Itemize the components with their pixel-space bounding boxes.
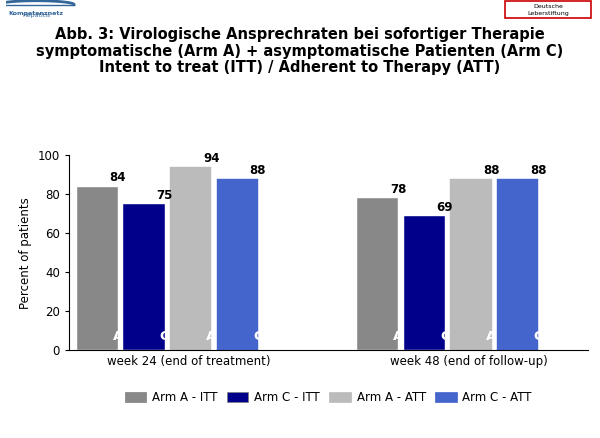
Text: 75: 75	[157, 189, 173, 202]
Text: 78: 78	[390, 183, 406, 196]
Text: A: A	[487, 330, 497, 343]
Text: 94: 94	[203, 152, 220, 165]
Text: Kompetenznetz: Kompetenznetz	[9, 11, 64, 16]
Bar	[357, 198, 398, 350]
Text: Intent to treat (ITT) / Adherent to Therapy (ATT): Intent to treat (ITT) / Adherent to Ther…	[100, 60, 500, 75]
Bar	[497, 179, 538, 350]
Text: A: A	[206, 330, 217, 343]
Bar	[77, 187, 118, 350]
Text: symptomatische (Arm A) + asymptomatische Patienten (Arm C): symptomatische (Arm A) + asymptomatische…	[37, 44, 563, 59]
Text: C: C	[533, 330, 543, 343]
Bar	[124, 204, 164, 350]
Text: 88: 88	[530, 163, 547, 177]
Text: C: C	[160, 330, 169, 343]
Bar	[505, 1, 591, 18]
Text: A: A	[113, 330, 123, 343]
Text: 69: 69	[437, 201, 453, 214]
Legend: Arm A - ITT, Arm C - ITT, Arm A - ATT, Arm C - ATT: Arm A - ITT, Arm C - ITT, Arm A - ATT, A…	[121, 386, 536, 409]
Text: C: C	[253, 330, 263, 343]
Bar	[170, 167, 211, 350]
Text: C: C	[440, 330, 449, 343]
Text: Deutsche: Deutsche	[533, 4, 563, 9]
Y-axis label: Percent of patients: Percent of patients	[19, 197, 32, 309]
Text: Deterding et al., The Hep-Net Acute HCV-III Study; EASL Copenhagen 2009: Deterding et al., The Hep-Net Acute HCV-…	[6, 423, 380, 433]
Bar	[404, 216, 445, 350]
Text: 88: 88	[483, 163, 500, 177]
Bar	[451, 179, 491, 350]
Text: 84: 84	[110, 171, 126, 184]
Text: A: A	[393, 330, 403, 343]
Bar	[217, 179, 258, 350]
Text: Hepatitis: Hepatitis	[22, 14, 50, 18]
Text: Leberstiftung: Leberstiftung	[527, 11, 569, 16]
Text: 88: 88	[250, 163, 266, 177]
Text: Abb. 3: Virologische Ansprechraten bei sofortiger Therapie: Abb. 3: Virologische Ansprechraten bei s…	[55, 27, 545, 42]
